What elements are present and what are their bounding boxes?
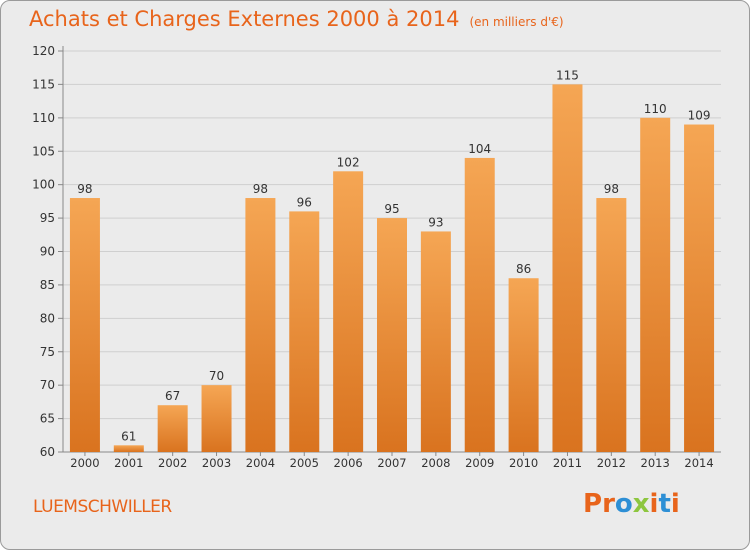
data-label: 95 — [384, 202, 399, 216]
axes: 60 65 70 75 80 85 90 95 100 105 110 115 120 2000 2001 2… — [32, 44, 721, 470]
x-tick-label: 2005 — [290, 456, 319, 470]
y-tick-label: 95 — [40, 211, 55, 225]
data-label: 61 — [121, 429, 136, 443]
y-tick-label: 80 — [40, 311, 55, 325]
bar — [596, 198, 627, 452]
logo-letter: P — [583, 489, 603, 519]
x-tick-label: 2001 — [114, 456, 143, 470]
x-tick-label: 2002 — [158, 456, 187, 470]
x-tick-label: 2006 — [333, 456, 362, 470]
data-label: 115 — [556, 68, 579, 82]
data-label: 104 — [468, 142, 491, 156]
logo-letter: t — [658, 489, 671, 519]
data-label: 98 — [604, 182, 619, 196]
x-tick-label: 2000 — [70, 456, 99, 470]
data-label: 98 — [77, 182, 92, 196]
data-label: 93 — [428, 215, 443, 229]
y-tick-label: 90 — [40, 245, 55, 259]
x-tick-label: 2008 — [421, 456, 450, 470]
data-label: 70 — [209, 369, 224, 383]
bar — [420, 231, 451, 452]
data-label: 86 — [516, 262, 531, 276]
logo-letter: i — [670, 489, 680, 519]
y-tick-label: 65 — [40, 412, 55, 426]
bar — [640, 117, 671, 452]
bar — [508, 278, 539, 452]
y-tick-label: 85 — [40, 278, 55, 292]
data-label: 110 — [644, 102, 667, 116]
x-tick-label: 2007 — [377, 456, 406, 470]
chart-subtitle: (en milliers d'€) — [469, 15, 564, 29]
y-tick-label: 75 — [40, 345, 55, 359]
bar — [157, 405, 188, 452]
bar — [113, 445, 144, 452]
x-tick-label: 2014 — [684, 456, 713, 470]
title-text: Achats et Charges Externes 2000 à 2014 — [29, 7, 460, 31]
bars — [69, 84, 715, 453]
y-tick-label: 120 — [32, 44, 55, 58]
data-labels: 98 61 67 70 98 96 102 95 93 104 86 115 98 110 109 — [77, 68, 710, 443]
y-tick-label: 100 — [32, 178, 55, 192]
logo-letter: i — [649, 489, 659, 519]
x-tick-label: 2013 — [641, 456, 670, 470]
data-label: 67 — [165, 389, 180, 403]
bar — [377, 218, 407, 452]
bar — [69, 198, 100, 452]
bar — [684, 124, 715, 453]
logo-letter: x — [632, 489, 650, 519]
y-tick-label: 70 — [40, 378, 55, 392]
x-tick-label: 2011 — [553, 456, 582, 470]
chart-title: Achats et Charges Externes 2000 à 2014 (e… — [29, 7, 564, 31]
commune-name: LUEMSCHWILLER — [33, 497, 172, 517]
x-tick-label: 2009 — [465, 456, 494, 470]
bar — [464, 157, 495, 452]
data-label: 102 — [337, 155, 360, 169]
x-tick-label: 2003 — [202, 456, 231, 470]
x-tick-label: 2012 — [597, 456, 626, 470]
logo-letter: o — [614, 489, 633, 519]
y-tick-label: 115 — [32, 77, 55, 91]
y-tick-label: 60 — [40, 445, 55, 459]
data-label: 109 — [688, 109, 711, 123]
y-tick-label: 105 — [32, 144, 55, 158]
x-tick-label: 2004 — [246, 456, 275, 470]
x-tick-label: 2010 — [509, 456, 538, 470]
bar — [552, 84, 583, 453]
data-label: 96 — [297, 195, 312, 209]
y-tick-label: 110 — [32, 111, 55, 125]
bar — [289, 211, 320, 452]
proxiti-logo: Proxiti — [583, 489, 680, 519]
bar — [245, 198, 276, 452]
bar — [201, 385, 232, 452]
bar — [333, 171, 364, 453]
logo-letter: r — [602, 489, 615, 519]
data-label: 98 — [253, 182, 268, 196]
